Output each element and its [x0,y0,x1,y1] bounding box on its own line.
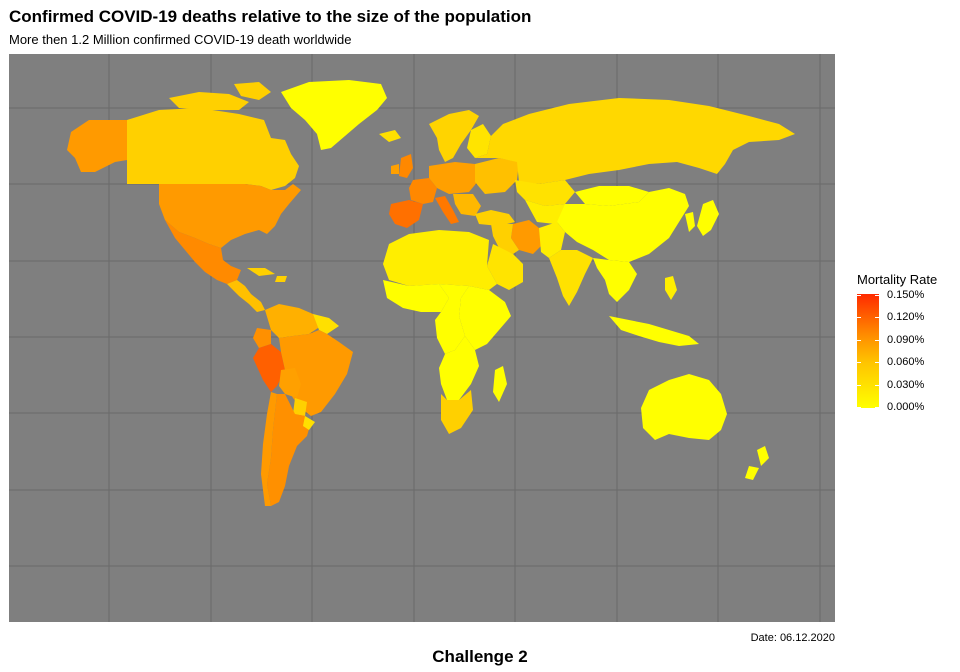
country-iceland[interactable] [379,130,401,142]
region-east-africa[interactable] [459,286,511,350]
country-greenland[interactable] [281,80,387,150]
country-uruguay[interactable] [303,416,315,430]
country-colombia-venezuela[interactable] [265,304,321,338]
region-southeast-asia[interactable] [593,258,637,302]
country-russia[interactable] [475,98,795,184]
country-india[interactable] [549,250,593,306]
country-mexico[interactable] [165,220,241,284]
legend-label-0030: 0.030% [887,379,925,391]
region-middle-east[interactable] [491,224,519,254]
region-eastern-europe[interactable] [475,158,519,194]
world-map [9,54,835,622]
country-france[interactable] [409,178,437,204]
country-saudi-arabia[interactable] [487,244,523,290]
region-arctic-islands[interactable] [169,82,271,110]
legend: Mortality Rate 0.150% 0.120% 0.090% 0.06… [857,272,938,413]
country-korea[interactable] [685,212,695,232]
legend-label-0060: 0.060% [887,356,925,368]
region-central-africa[interactable] [435,284,469,354]
region-central-europe[interactable] [429,162,479,194]
chart-caption: Challenge 2 [432,647,528,666]
map-panel [9,54,835,622]
country-turkey[interactable] [475,210,515,226]
region-southern-africa[interactable] [439,336,479,400]
country-south-africa[interactable] [441,390,473,434]
region-caribbean[interactable] [247,268,287,282]
legend-label-0090: 0.090% [887,334,925,346]
country-finland[interactable] [467,124,491,158]
region-balkans[interactable] [453,194,481,216]
country-uk[interactable] [399,154,413,178]
country-bolivia[interactable] [279,368,301,398]
region-west-africa[interactable] [383,280,449,312]
country-chile[interactable] [261,392,277,506]
country-madagascar[interactable] [493,366,507,402]
country-iran[interactable] [511,220,543,254]
country-new-zealand[interactable] [745,446,769,480]
region-central-america[interactable] [227,280,265,312]
legend-colorbar [857,294,879,408]
country-philippines[interactable] [665,276,677,300]
country-mongolia[interactable] [575,186,649,206]
country-canada[interactable] [127,108,299,190]
country-ireland[interactable] [391,164,399,174]
legend-label-0120: 0.120% [887,311,925,323]
country-australia[interactable] [641,374,727,440]
legend-label-0000: 0.000% [887,401,925,413]
legend-title: Mortality Rate [857,272,938,287]
country-guianas[interactable] [313,314,339,334]
country-ecuador[interactable] [253,328,271,348]
country-usa[interactable] [159,184,301,248]
country-china[interactable] [557,188,689,262]
chart-title: Confirmed COVID-19 deaths relative to th… [9,7,532,26]
chart-subtitle: More then 1.2 Million confirmed COVID-19… [9,32,352,47]
legend-label-0150: 0.150% [887,289,925,301]
country-argentina[interactable] [267,394,311,506]
country-peru[interactable] [253,344,285,392]
country-spain-portugal[interactable] [389,200,423,228]
date-label: Date: 06.12.2020 [750,632,835,644]
country-alaska[interactable] [67,120,127,172]
region-indonesia[interactable] [609,316,699,346]
region-north-africa[interactable] [383,230,497,290]
country-kazakhstan[interactable] [515,180,575,206]
region-scandinavia[interactable] [429,110,479,162]
country-japan[interactable] [697,200,719,236]
country-italy[interactable] [435,196,459,224]
country-paraguay[interactable] [293,398,307,416]
country-afghanistan-pakistan[interactable] [539,222,565,258]
